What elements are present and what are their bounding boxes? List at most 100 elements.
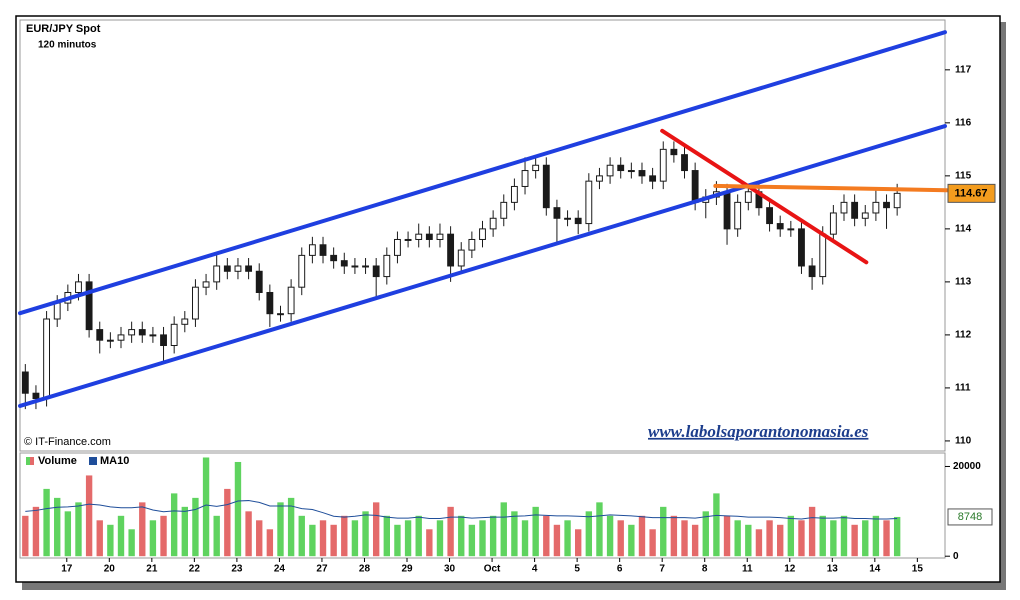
- candle-body: [479, 228, 486, 240]
- candle-body: [425, 233, 433, 240]
- volume-y-tick-label: 20000: [953, 461, 981, 472]
- volume-bar: [766, 520, 773, 557]
- volume-bar: [628, 524, 635, 557]
- candle-body: [861, 212, 869, 219]
- candle-body: [277, 313, 284, 316]
- trendline: [18, 124, 947, 408]
- volume-bar: [521, 520, 529, 557]
- volume-bar: [139, 502, 146, 557]
- volume-bar: [213, 515, 220, 557]
- x-tick-label: 7: [659, 564, 665, 575]
- candle-body: [734, 201, 742, 230]
- candle-body: [829, 212, 837, 235]
- volume-bar: [330, 524, 337, 557]
- candle-body: [574, 217, 582, 225]
- candle-body: [436, 233, 444, 240]
- candle-body: [362, 265, 369, 268]
- volume-bar: [830, 520, 837, 557]
- candle-body: [170, 323, 178, 347]
- candle-body: [659, 148, 667, 182]
- candle-body: [404, 238, 412, 241]
- volume-bar: [298, 515, 305, 557]
- candle-body: [542, 164, 550, 209]
- x-tick-label: Oct: [484, 564, 501, 575]
- volume-bar: [394, 524, 401, 557]
- volume-bar: [128, 529, 135, 557]
- candle-body: [192, 286, 199, 320]
- candle-body: [776, 223, 784, 230]
- candle-body: [149, 334, 157, 337]
- volume-bar: [415, 515, 422, 557]
- volume-bar: [43, 488, 50, 557]
- volume-bar: [426, 529, 433, 557]
- volume-tag-label: 8748: [958, 511, 982, 523]
- candle-body: [53, 302, 61, 320]
- volume-bar: [436, 520, 444, 557]
- candle-body: [521, 170, 529, 187]
- price-tag: [947, 183, 996, 203]
- watermark: www.labolsaporantonomasia.es: [648, 422, 869, 441]
- candle-body: [766, 207, 773, 225]
- volume-bar: [479, 520, 486, 557]
- x-tick-label: 27: [316, 564, 328, 575]
- volume-bar: [309, 524, 316, 557]
- candle-body: [649, 175, 657, 182]
- candle-body: [606, 164, 614, 177]
- candle-body: [128, 329, 136, 336]
- candle-body: [351, 265, 359, 268]
- candle-body: [798, 228, 805, 267]
- chart-subtitle: 120 minutos: [38, 40, 97, 51]
- volume-bar: [404, 520, 412, 557]
- candle-body: [181, 318, 189, 325]
- candle-body: [585, 180, 593, 225]
- volume-bar: [511, 511, 518, 557]
- candle-body: [872, 201, 880, 214]
- volume-bar: [500, 502, 507, 557]
- candle-body: [202, 281, 210, 288]
- volume-bar: [777, 524, 784, 557]
- volume-bar: [787, 515, 795, 557]
- x-tick-label: 8: [702, 564, 708, 575]
- candle-body: [723, 191, 731, 230]
- volume-bar: [351, 520, 359, 557]
- volume-bar: [458, 515, 465, 557]
- volume-bar: [702, 511, 709, 557]
- volume-bar: [256, 520, 263, 557]
- x-tick-label: 4: [532, 564, 538, 575]
- trendline: [18, 30, 947, 316]
- volume-bar: [681, 520, 688, 557]
- volume-bar: [840, 515, 848, 557]
- volume-bar: [117, 515, 125, 557]
- volume-bar: [808, 506, 816, 557]
- candle-body: [447, 233, 455, 267]
- volume-bar: [362, 511, 369, 557]
- candle-body: [138, 329, 146, 336]
- volume-bar: [649, 529, 656, 557]
- source: © IT-Finance.com: [24, 436, 111, 448]
- volume-bar: [755, 529, 763, 557]
- candle-body: [468, 238, 476, 251]
- candle-body: [617, 164, 625, 172]
- y-tick-label: 116: [955, 117, 972, 128]
- x-tick-label: 14: [869, 564, 881, 575]
- y-tick-label: 114: [955, 224, 972, 235]
- volume-bar: [287, 497, 295, 557]
- candle-body: [287, 286, 295, 315]
- x-tick-label: 30: [444, 564, 456, 575]
- x-tick-label: 24: [274, 564, 286, 575]
- volume-bar: [798, 520, 805, 557]
- candle-body: [883, 201, 890, 209]
- x-tick-label: 17: [61, 564, 73, 575]
- volume-bar: [575, 529, 582, 557]
- volume-y-tick-label: 0: [953, 551, 959, 562]
- x-tick-label: 22: [189, 564, 201, 575]
- legend-swatch: [26, 457, 30, 465]
- legend-label: MA10: [100, 455, 129, 467]
- volume-bar: [277, 502, 284, 557]
- legend-swatch: [89, 457, 97, 465]
- volume-bar: [383, 515, 390, 557]
- volume-bar: [468, 524, 476, 557]
- x-tick-label: 29: [401, 564, 413, 575]
- volume-tag: [947, 508, 993, 526]
